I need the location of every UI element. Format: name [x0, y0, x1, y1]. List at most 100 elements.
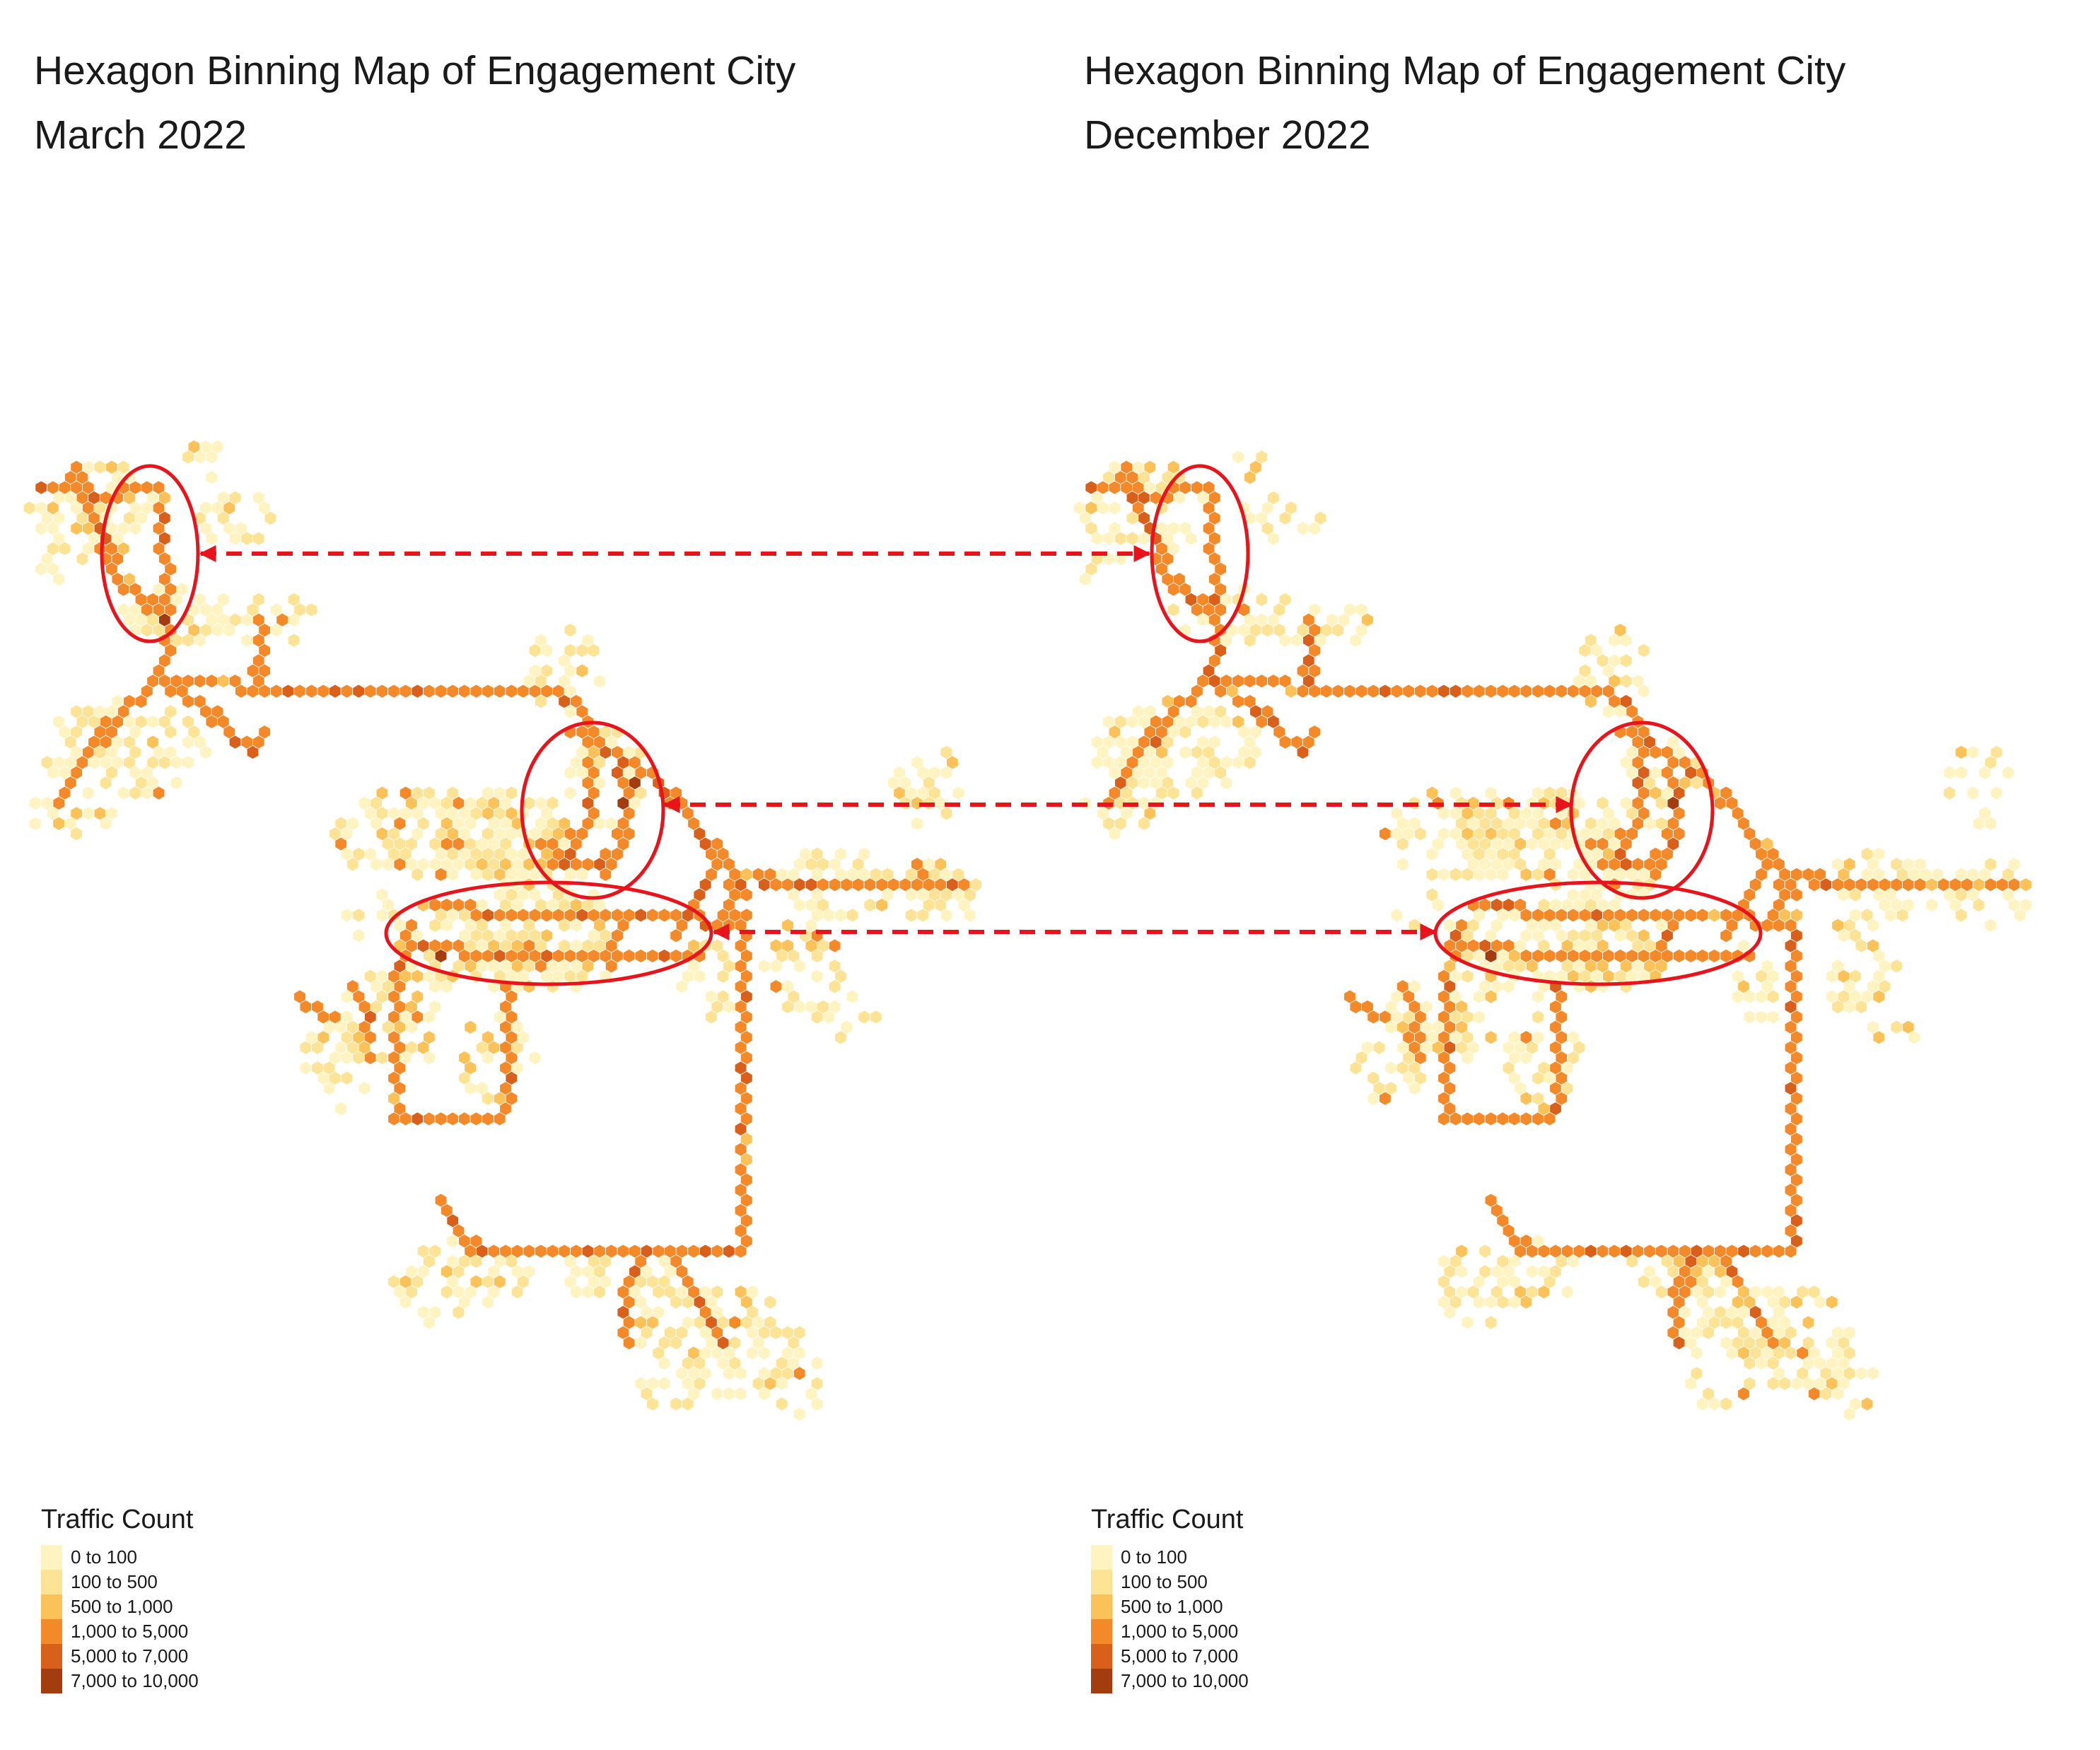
legend-swatch — [1091, 1545, 1112, 1570]
legend-title: Traffic Count — [1091, 1505, 1244, 1534]
hex-cell — [1484, 1295, 1498, 1309]
hex-cell — [1679, 1305, 1691, 1320]
legend-label: 5,000 to 7,000 — [71, 1645, 189, 1667]
legend-swatch — [41, 1570, 62, 1594]
hex-cell — [1843, 1406, 1856, 1422]
hex-cell — [1755, 1010, 1768, 1025]
hex-cell — [1978, 765, 1991, 780]
hex-cell — [1972, 897, 1985, 913]
hex-cell — [1102, 552, 1115, 566]
hex-cell — [1978, 867, 1991, 882]
hex-cell — [1761, 836, 1773, 851]
hex-cell — [1296, 521, 1309, 536]
hex-cell — [658, 1355, 671, 1371]
hex-cell — [99, 776, 112, 791]
hex-cell — [1414, 827, 1427, 841]
hex-cell — [423, 1050, 436, 1066]
hex-cell — [1614, 725, 1627, 740]
hex-cell — [446, 1234, 459, 1249]
hex-cell — [1461, 1315, 1474, 1330]
hex-cell — [1314, 633, 1327, 648]
hex-cell — [458, 684, 471, 699]
hex-cell — [535, 674, 547, 689]
hex-cell — [1620, 674, 1633, 689]
hex-cell — [411, 827, 424, 841]
hex-cell — [1872, 1030, 1885, 1045]
hex-cell — [1643, 1244, 1656, 1259]
hex-cell — [299, 1061, 312, 1075]
hex-cell — [1478, 1244, 1491, 1259]
hex-cell — [1954, 765, 1968, 780]
hex-cell — [646, 1396, 659, 1411]
hex-cell — [170, 776, 183, 791]
hex-cell — [1278, 592, 1292, 607]
hex-cell — [1126, 511, 1139, 525]
hex-cell — [469, 684, 483, 699]
hex-cell — [476, 836, 489, 851]
hex-cell — [352, 908, 365, 923]
hex-cell — [535, 1244, 547, 1259]
hex-cell — [810, 867, 824, 882]
hex-cell — [1114, 552, 1127, 566]
hex-cell — [423, 1010, 436, 1025]
hex-cell — [1308, 521, 1321, 536]
hex-cell — [1567, 1254, 1580, 1269]
hex-cell — [364, 684, 377, 699]
hex-cell — [1766, 908, 1780, 923]
hex-cell — [1766, 989, 1780, 1004]
hex-cell — [776, 1396, 788, 1411]
hex-cell — [194, 674, 206, 689]
hex-cell — [1773, 1244, 1785, 1259]
hex-cell — [1408, 918, 1421, 933]
hex-cell — [1484, 1315, 1498, 1330]
hex-cell — [1954, 908, 1968, 923]
hex-cell — [1108, 501, 1121, 515]
hex-cell — [511, 1040, 524, 1055]
hex-cell — [70, 827, 83, 841]
hex-cell — [82, 806, 95, 821]
hex-cell — [593, 674, 606, 689]
hex-cell — [1860, 1396, 1874, 1411]
hex-cell — [1461, 1050, 1474, 1066]
hex-cell — [352, 1050, 365, 1066]
hex-cell — [334, 1101, 347, 1116]
hex-cell — [1079, 572, 1092, 587]
hex-cell — [340, 989, 354, 1004]
hex-cell — [810, 1396, 824, 1411]
hex-cell — [1079, 795, 1092, 811]
hex-cell — [1655, 1285, 1668, 1300]
hex-cell — [1343, 684, 1356, 699]
hex-cell — [1720, 1396, 1732, 1411]
hex-cell — [1872, 989, 1885, 1004]
hex-cell — [1526, 1264, 1539, 1279]
hex-cell — [2002, 765, 2014, 780]
hex-cell — [1696, 908, 1709, 923]
hex-cell — [358, 1081, 371, 1096]
hex-cell — [952, 867, 964, 882]
hex-cell — [1396, 836, 1409, 851]
hex-cell — [1966, 745, 1979, 760]
hex-cell — [1608, 1244, 1621, 1259]
hex-cell — [29, 816, 42, 831]
hex-cell — [1278, 511, 1292, 525]
hex-cell — [658, 948, 671, 964]
hex-cell — [1167, 602, 1180, 617]
hex-cell — [1638, 908, 1650, 923]
hex-cell — [1255, 592, 1268, 607]
hex-cell — [1290, 633, 1303, 648]
legend-item: 7,000 to 10,000 — [1091, 1669, 1249, 1693]
hex-cell — [1484, 684, 1498, 699]
hex-cell — [634, 908, 647, 923]
hex-cell — [728, 1315, 741, 1330]
hex-cell — [146, 714, 159, 729]
hex-cell — [1496, 1112, 1509, 1126]
hex-cell — [511, 1061, 524, 1075]
hex-cell — [593, 1285, 606, 1300]
hex-cell — [452, 857, 465, 872]
hex-cell — [99, 816, 112, 831]
hex-cell — [1138, 531, 1150, 546]
hex-cell — [793, 1366, 806, 1381]
hex-cell — [105, 704, 118, 719]
hex-cell — [1484, 989, 1498, 1004]
hex-cell — [622, 948, 636, 964]
